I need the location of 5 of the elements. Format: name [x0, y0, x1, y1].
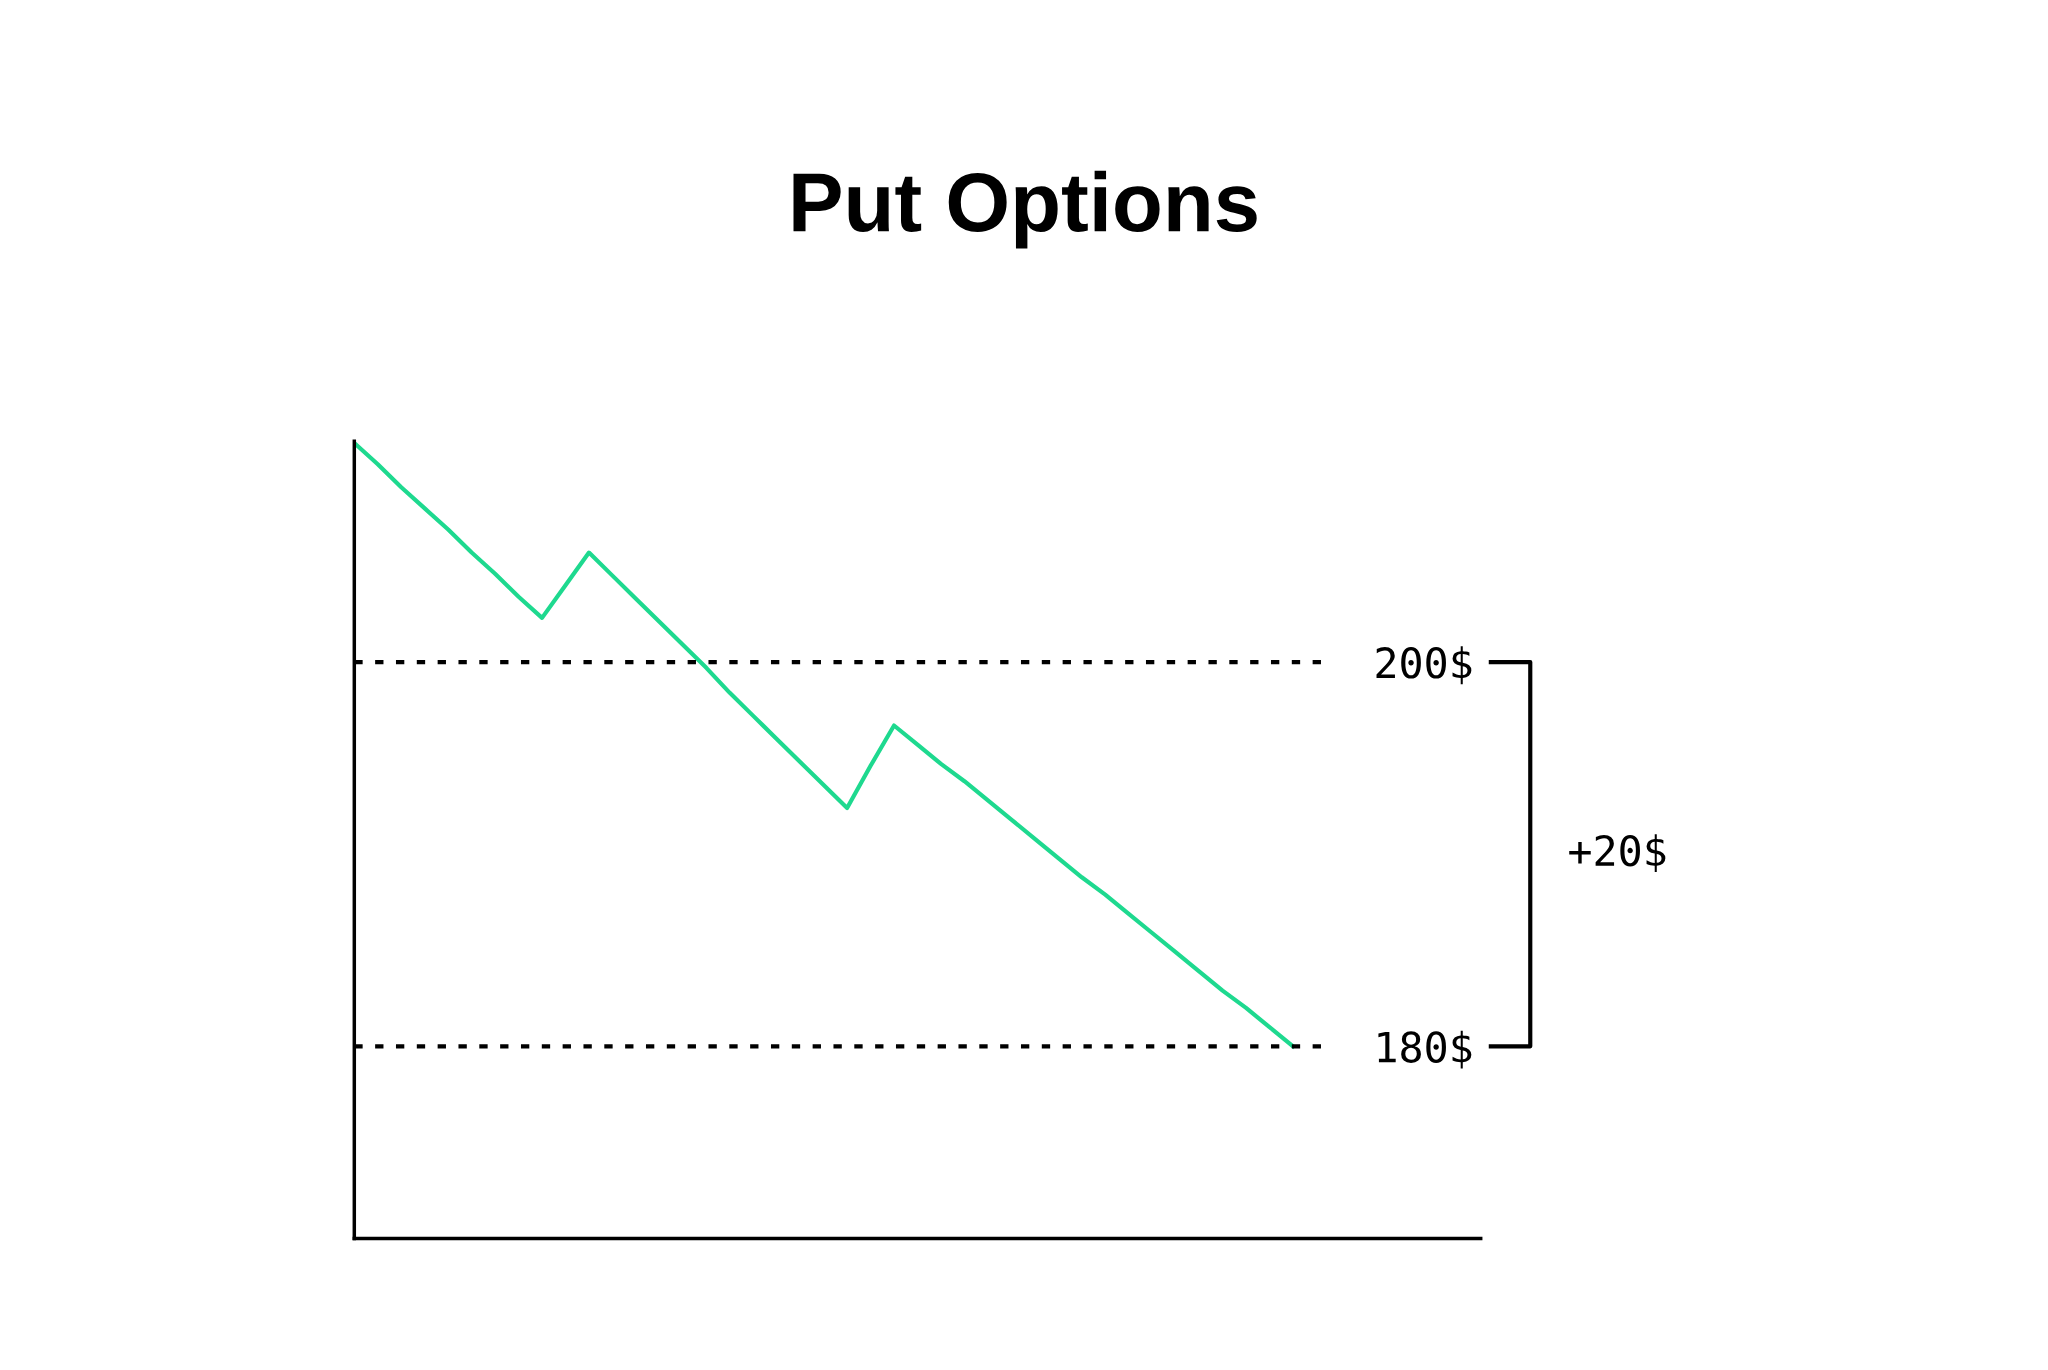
y-tick-label: 200$ [1376, 646, 1472, 685]
text: +20$ [1569, 834, 1666, 872]
chart-title: Put Options [793, 170, 1257, 249]
line-series [354, 441, 1296, 1049]
y-tick-label: 180$ [1378, 1030, 1472, 1069]
